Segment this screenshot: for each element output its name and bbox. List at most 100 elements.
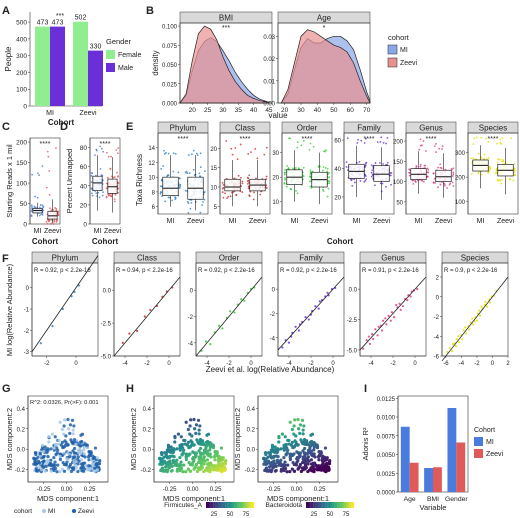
panel-h-firmicutes_a-colorbar-segment — [210, 502, 214, 508]
panel-f-species-y-tick-label: -2 — [434, 315, 440, 321]
panel-e-family-point — [364, 179, 367, 182]
panel-e-species-point — [513, 167, 516, 170]
panel-g-point — [41, 465, 45, 470]
panel-e-genus-point — [422, 180, 425, 183]
panel-e-genus-point — [433, 145, 436, 147]
panel-e-family-point — [374, 184, 376, 187]
panel-f-class-point — [143, 315, 146, 318]
panel-e-phylum-point — [185, 170, 188, 173]
panel-h-bacteroidota-colorbar-segment — [351, 502, 355, 508]
panel-c-y-title: Starting Reads x 1 mil — [5, 144, 14, 218]
panel-h-bacteroidota-point — [292, 445, 296, 449]
panel-e-order-point — [309, 142, 312, 145]
panel-h-firmicutes_a-point — [171, 458, 176, 462]
panel-h-bacteroidota-colorbar-segment — [306, 502, 309, 508]
panel-g-point — [71, 432, 75, 436]
panel-g-point — [58, 454, 62, 459]
panel-c-y-tick-label: 200 — [16, 140, 27, 147]
panel-f-species-point — [454, 345, 458, 348]
panel-f-genus-point — [365, 339, 368, 342]
panel-e-family-point — [381, 182, 384, 185]
panel-e-genus-significance: **** — [426, 136, 437, 143]
panel-h-firmicutes_a-point — [192, 417, 196, 422]
panel-g-point — [73, 446, 77, 451]
panel-i-y-tick-label: 0.0075 — [377, 434, 396, 440]
panel-h-bacteroidota-point — [297, 427, 301, 431]
panel-e-species-point — [496, 161, 499, 164]
panel-e-species-point — [499, 158, 502, 161]
panel-g-point — [96, 465, 101, 469]
panel-e-species-y-tick-label: 300 — [455, 151, 466, 157]
panel-h-firmicutes_a-point — [160, 468, 164, 473]
panel-h-bacteroidota-point — [292, 469, 296, 473]
panel-e-class-x-tick-label: Zeevi — [249, 218, 267, 225]
panel-c-point — [42, 205, 45, 208]
panel-e-family-point — [365, 161, 368, 164]
panel-f-phylum-point — [39, 342, 42, 345]
panel-g-legend-key — [42, 509, 46, 513]
panel-h-bacteroidota-point — [288, 470, 292, 474]
panel-h-bacteroidota-colorbar-segment — [320, 502, 323, 508]
panel-f-order-annotation: R = 0.92, p < 2.2e-16 — [198, 268, 255, 274]
panel-h-firmicutes_a-point — [172, 448, 176, 452]
panel-i-y-tick-label: 0.0050 — [377, 453, 396, 459]
panel-g-point — [91, 456, 95, 461]
panel-h-firmicutes_a-point — [205, 458, 210, 462]
panel-e-phylum-point — [190, 202, 193, 204]
panel-h-bacteroidota-point — [273, 445, 277, 449]
panel-c-point — [36, 196, 39, 199]
panel-e-species-point — [513, 163, 516, 165]
panel-h-bacteroidota-x-title: MDS component:1 — [267, 494, 329, 503]
panel-e-species-point — [509, 177, 512, 180]
panel-letter-I: I — [364, 383, 367, 395]
panel-h-bacteroidota-x-tick-label: 0.25 — [314, 487, 326, 493]
panel-h-firmicutes_a-point — [194, 423, 199, 427]
panel-e-family-point — [370, 171, 373, 174]
panel-f-genus-point — [371, 333, 374, 336]
panel-g-point — [80, 439, 84, 444]
panel-e-species-point — [489, 167, 492, 170]
panel-h-firmicutes_a-point — [184, 420, 188, 424]
panel-a-bar — [50, 26, 65, 107]
panel-f-species-x-tick-label: -4 — [459, 361, 465, 367]
panel-f-genus-point — [389, 319, 392, 322]
panel-f-order-fit-line — [195, 276, 263, 357]
panel-e-class-y-tick-label: 5 — [214, 205, 218, 211]
panel-e-order-point — [284, 178, 287, 181]
panel-h-firmicutes_a-point — [176, 432, 181, 436]
panel-g-point — [62, 469, 66, 473]
panel-h-bacteroidota-colorbar-segment — [330, 502, 333, 508]
panel-h-firmicutes_a-point — [199, 455, 203, 459]
panel-e-class-point — [224, 192, 226, 195]
panel-f-class-strip-label: Class — [137, 254, 157, 263]
panel-h-bacteroidota-point — [310, 439, 314, 444]
panel-e-family-y-tick-label: 40 — [334, 167, 341, 173]
panel-h-bacteroidota-point — [272, 459, 276, 463]
panel-h-firmicutes_a-colorbar-segment — [225, 502, 228, 508]
panel-e-phylum-point — [177, 171, 180, 174]
panel-e-phylum-point — [184, 189, 187, 192]
panel-b-age-x-tick-label: 30 — [297, 107, 305, 114]
panel-g-point — [97, 461, 101, 466]
panel-d-y-tick-label: 20 — [80, 202, 88, 209]
panel-f-family-strip-label: Family — [299, 254, 323, 263]
panel-h-bacteroidota-point — [264, 462, 268, 466]
panel-e-genus-point — [438, 147, 441, 150]
panel-i-y-tick-label: 0.0025 — [377, 472, 396, 478]
panel-e-order-point — [284, 177, 286, 179]
panel-e-class-point — [234, 147, 237, 149]
panel-d-point — [105, 196, 108, 199]
panel-d-point — [114, 194, 117, 196]
panel-h-bacteroidota-point — [267, 461, 271, 465]
panel-h-firmicutes_a-point — [198, 466, 202, 470]
panel-c-point — [41, 214, 44, 216]
panel-e-phylum-point — [198, 172, 201, 175]
panel-c-point — [50, 209, 53, 212]
panel-e-class-point — [265, 184, 268, 187]
panel-f-family-point — [287, 341, 291, 344]
panel-h-firmicutes_a-point — [223, 461, 227, 466]
panel-h-bacteroidota-point — [271, 465, 275, 470]
panel-h-firmicutes_a-point — [219, 469, 223, 473]
panel-g-point — [33, 459, 37, 463]
panel-e-class-point — [247, 179, 250, 182]
